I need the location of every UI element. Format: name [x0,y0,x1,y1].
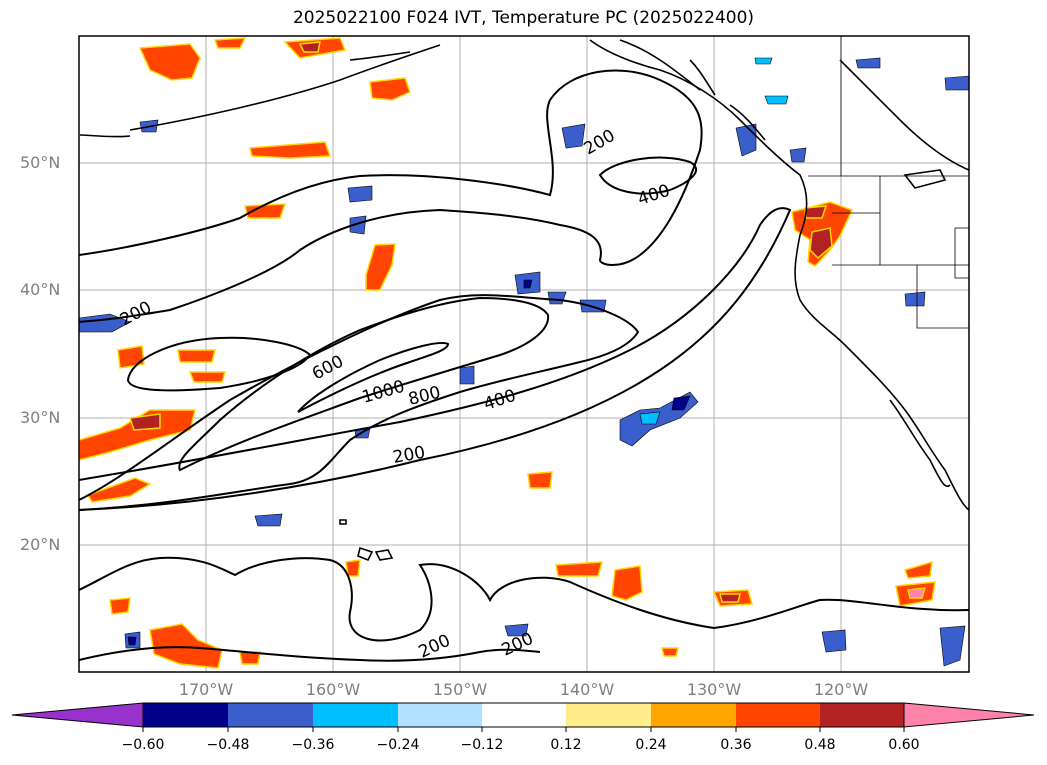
colorbar-tick-label: 0.24 [635,737,667,753]
warm-anomalies [79,37,936,669]
lon-label-150w: 150°W [432,680,488,699]
colorbar-tick-label: 0.12 [550,737,582,753]
colorbar-tick-label: 0.36 [720,737,752,753]
lat-label-30n: 30°N [20,408,61,427]
lon-label-170w: 170°W [178,680,234,699]
plot-frame [78,35,970,673]
colorbar-tick-label: 0.48 [804,737,836,753]
map-title: 2025022100 F024 IVT, Temperature PC (202… [292,8,755,28]
colorbar-tick-label: −0.12 [460,737,504,753]
colorbar-tick-label: −0.48 [206,737,250,753]
plot-area: 200 400 200 600 1000 800 400 200 200 200 [79,36,969,672]
colorbar-tick-label: −0.36 [291,737,335,753]
colorbar [11,702,1035,732]
coastlines [79,39,969,562]
lon-label-120w: 120°W [813,680,869,699]
lon-label-140w: 140°W [559,680,615,699]
colorbar-tick-label: 0.60 [888,737,920,753]
colorbar-tick-label: −0.60 [121,737,165,753]
lat-label-50n: 50°N [20,153,61,172]
lat-label-40n: 40°N [20,280,61,299]
lon-label-160w: 160°W [305,680,361,699]
lat-label-20n: 20°N [20,535,61,554]
lon-label-130w: 130°W [686,680,742,699]
ivt-contours [79,69,969,662]
colorbar-tick-label: −0.24 [376,737,420,753]
borders [808,36,969,329]
